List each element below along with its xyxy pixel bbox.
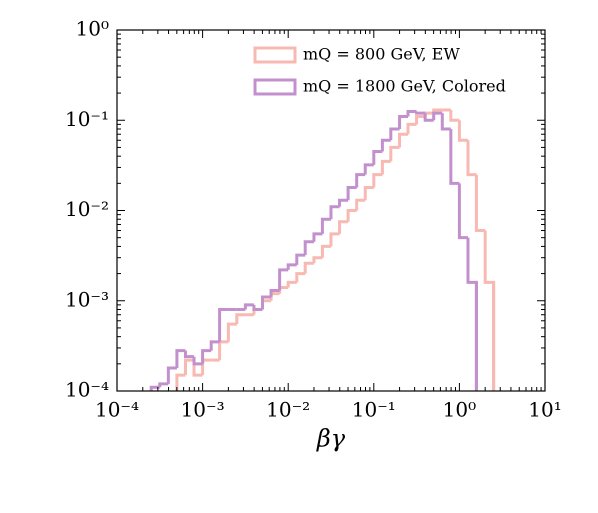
histogram-bin	[192, 356, 203, 366]
histogram-bin	[346, 185, 357, 201]
histogram-bin	[175, 373, 186, 391]
y-tick-label: 10⁻¹	[65, 107, 109, 131]
histogram-bin	[372, 173, 383, 188]
y-tick-label: 10⁻⁴	[65, 378, 109, 402]
histogram-bin	[389, 127, 400, 141]
x-tick-label: 10¹	[528, 398, 561, 422]
histogram-bin	[303, 261, 314, 274]
histogram-bin	[320, 244, 331, 258]
histogram-bin	[209, 340, 220, 351]
histogram-bin	[295, 253, 306, 265]
histogram-bin	[372, 150, 383, 165]
y-tick-label: 10⁰	[76, 17, 109, 41]
histogram-bin	[398, 132, 409, 148]
histogram-bin	[415, 115, 426, 125]
histogram-bin	[355, 198, 366, 211]
legend-swatch	[253, 78, 297, 96]
histogram-bin	[201, 349, 212, 364]
histogram-bin	[218, 307, 229, 342]
x-tick-label: 10⁻⁴	[95, 398, 139, 422]
histogram-bin	[440, 113, 451, 131]
histogram-bin	[406, 110, 417, 117]
histogram-bin	[380, 138, 391, 152]
x-axis-label: βγ	[316, 425, 346, 453]
histogram-bin	[457, 120, 468, 142]
histogram-bin	[449, 128, 460, 185]
histogram-bin	[415, 111, 426, 115]
histogram-bin	[320, 217, 331, 234]
histogram-bin	[329, 205, 340, 220]
y-tick-label: 10⁻²	[65, 197, 109, 221]
histogram-bin	[398, 115, 409, 129]
histogram-bin	[363, 185, 374, 201]
legend-label: mQ = 1800 GeV, Colored	[303, 77, 506, 96]
histogram-bin	[166, 366, 177, 384]
x-tick-label: 10⁻²	[266, 398, 310, 422]
histogram-bin	[389, 145, 400, 162]
x-tick-label: 10⁰	[443, 398, 476, 422]
histogram-bin	[175, 349, 186, 368]
histogram-bin	[183, 358, 195, 376]
histogram-bin	[261, 295, 272, 310]
histogram-bin	[295, 272, 306, 283]
histogram-bin	[329, 232, 340, 247]
histogram-bin	[303, 240, 314, 256]
histogram-bin	[406, 122, 417, 135]
histogram-bin	[235, 313, 246, 325]
histogram-bin	[474, 174, 486, 233]
legend-label: mQ = 800 GeV, EW	[303, 45, 460, 64]
histogram-bin	[380, 159, 391, 175]
histogram-bin	[286, 263, 297, 270]
histogram-bin	[457, 183, 468, 240]
y-tick-label: 10⁻³	[65, 287, 109, 311]
histogram-bin	[243, 303, 254, 310]
histogram-bin	[149, 385, 160, 391]
x-tick-label: 10⁻¹	[352, 398, 396, 422]
histogram-bin	[466, 140, 477, 177]
histogram-bin	[158, 382, 169, 388]
histogram-bin	[252, 304, 263, 311]
histogram-bin	[286, 280, 297, 288]
legend-swatch	[253, 46, 297, 64]
histogram-bin	[338, 220, 349, 234]
histogram-bin	[346, 209, 357, 222]
histogram-bin	[432, 111, 443, 121]
histogram-bin	[278, 268, 289, 291]
histogram-bin	[363, 163, 374, 175]
histogram-bin	[423, 113, 434, 122]
histogram-bin	[226, 322, 237, 342]
histogram-bin	[218, 340, 229, 361]
histogram-bin	[269, 288, 280, 298]
histogram-bin	[312, 256, 323, 264]
histogram-bin	[312, 232, 323, 242]
histogram-bin	[338, 198, 349, 207]
histogram-bin	[449, 109, 460, 122]
histogram-bin	[183, 350, 195, 359]
x-tick-label: 10⁻³	[181, 398, 225, 422]
histogram-bin	[355, 173, 366, 188]
